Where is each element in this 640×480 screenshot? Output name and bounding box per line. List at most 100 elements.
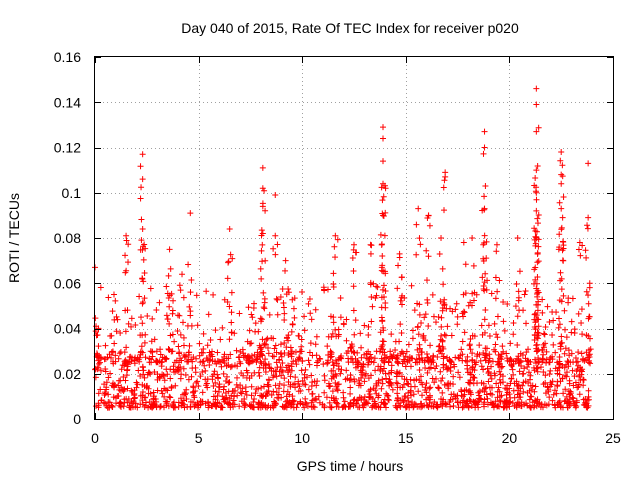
data-point — [122, 328, 129, 335]
data-point — [524, 357, 531, 364]
data-point — [504, 389, 511, 396]
data-point — [547, 383, 554, 390]
data-point — [561, 307, 568, 314]
data-point — [580, 382, 587, 389]
data-point — [259, 393, 266, 400]
data-point — [469, 332, 476, 339]
data-point — [301, 404, 308, 411]
data-point — [269, 374, 276, 381]
data-point — [437, 347, 444, 354]
data-point — [431, 379, 438, 386]
data-point — [351, 378, 358, 385]
data-point — [337, 314, 344, 321]
data-point — [539, 296, 546, 303]
data-point — [515, 356, 522, 363]
data-point — [398, 330, 405, 337]
data-point — [407, 376, 414, 383]
data-point — [159, 354, 166, 361]
data-point — [572, 379, 579, 386]
data-point — [447, 364, 454, 371]
data-point — [120, 403, 127, 410]
data-point — [285, 285, 292, 292]
data-point — [138, 314, 145, 321]
data-point — [381, 365, 388, 372]
data-point — [243, 367, 250, 374]
data-point — [385, 397, 392, 404]
data-point — [204, 342, 211, 349]
data-point — [476, 392, 483, 399]
data-point — [330, 270, 337, 277]
data-point — [226, 379, 233, 386]
data-point — [460, 313, 467, 320]
data-point — [477, 357, 484, 364]
data-point — [240, 354, 247, 361]
data-point — [227, 404, 234, 411]
data-point — [516, 268, 523, 275]
data-point — [558, 224, 565, 231]
data-point — [123, 367, 130, 374]
data-point — [121, 386, 128, 393]
data-point — [169, 331, 176, 338]
data-point — [139, 320, 146, 327]
data-point — [474, 399, 481, 406]
data-point — [382, 185, 389, 192]
data-point — [101, 392, 108, 399]
data-point — [156, 299, 163, 306]
data-point — [379, 368, 386, 375]
data-point — [214, 349, 221, 356]
data-point — [487, 399, 494, 406]
data-point — [122, 269, 129, 276]
data-point — [435, 314, 442, 321]
data-point — [543, 348, 550, 355]
data-point — [549, 331, 556, 338]
data-point — [261, 383, 268, 390]
data-point — [533, 365, 540, 372]
data-point — [520, 379, 527, 386]
data-point — [180, 365, 187, 372]
data-point — [423, 396, 430, 403]
data-point — [499, 373, 506, 380]
data-point — [427, 384, 434, 391]
data-point — [249, 314, 256, 321]
data-point — [485, 322, 492, 329]
data-point — [441, 177, 448, 184]
data-point — [140, 299, 147, 306]
data-point — [256, 372, 263, 379]
data-point — [380, 213, 387, 220]
data-point — [105, 294, 112, 301]
data-point — [287, 381, 294, 388]
data-point — [170, 402, 177, 409]
data-point — [291, 397, 298, 404]
data-point — [199, 358, 206, 365]
data-point — [503, 404, 510, 411]
data-point — [415, 331, 422, 338]
data-point — [458, 386, 465, 393]
data-point — [273, 359, 280, 366]
data-point — [558, 275, 565, 282]
data-point — [115, 377, 122, 384]
data-point — [355, 397, 362, 404]
data-point — [489, 400, 496, 407]
data-point — [580, 355, 587, 362]
data-point — [122, 377, 129, 384]
data-point — [534, 249, 541, 256]
data-point — [513, 280, 520, 287]
data-point — [139, 381, 146, 388]
data-point — [228, 392, 235, 399]
x-tick-labels: 0 5 10 15 20 25 — [91, 430, 621, 446]
data-point — [454, 321, 461, 328]
data-point — [422, 387, 429, 394]
data-point — [514, 342, 521, 349]
data-point — [304, 374, 311, 381]
data-point — [377, 404, 384, 411]
data-point — [513, 404, 520, 411]
data-point — [378, 267, 385, 274]
data-point — [491, 346, 498, 353]
data-point — [516, 368, 523, 375]
data-point — [457, 399, 464, 406]
data-point — [515, 288, 522, 295]
data-point — [381, 359, 388, 366]
data-point — [101, 356, 108, 363]
data-point — [385, 358, 392, 365]
data-point — [500, 318, 507, 325]
